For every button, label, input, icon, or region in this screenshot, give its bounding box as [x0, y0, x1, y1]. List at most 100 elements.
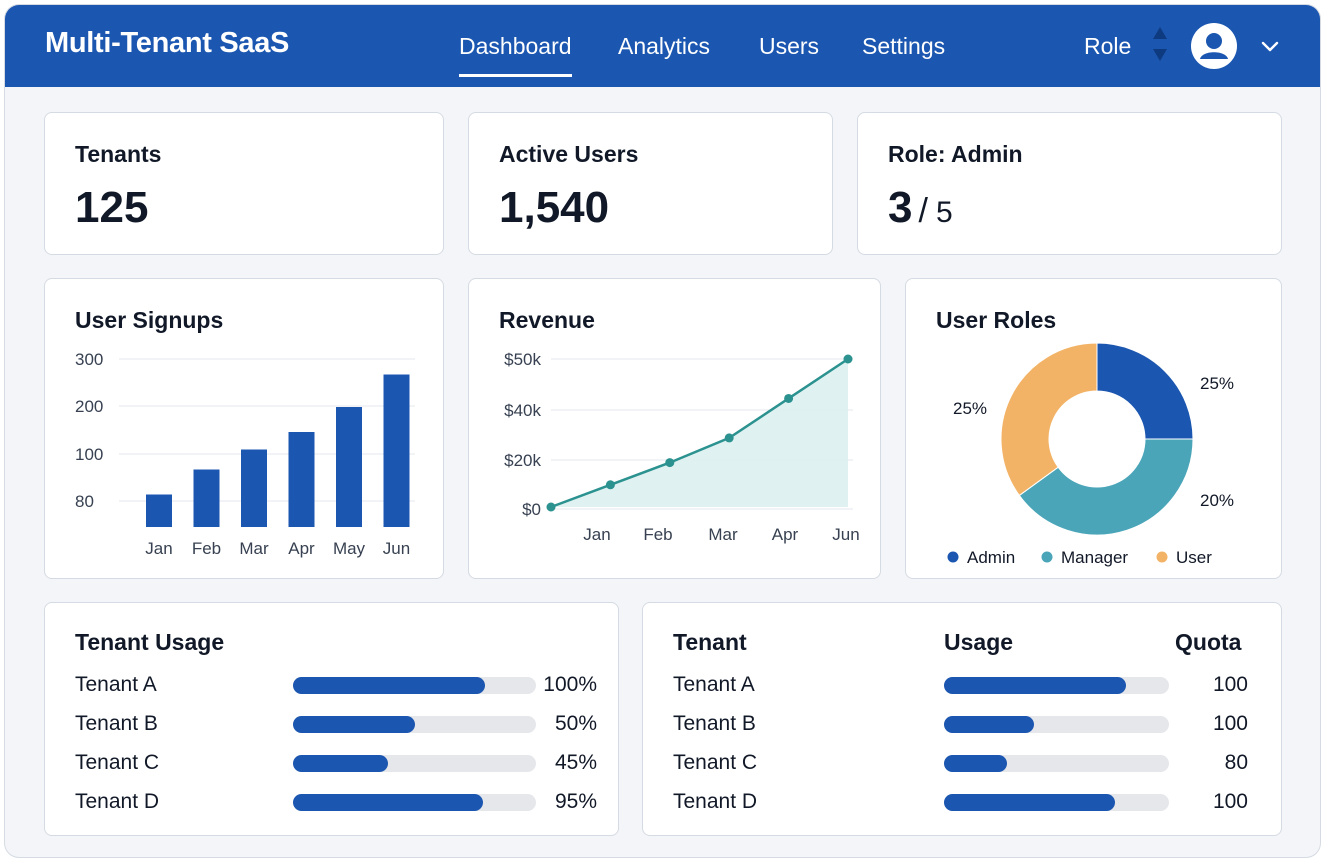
pie-slice-label: 25%	[953, 399, 987, 418]
legend-label: Admin	[967, 548, 1015, 567]
revenue-point	[843, 354, 853, 364]
y-tick-label: 300	[75, 350, 103, 369]
table-header-quota: Quota	[1175, 629, 1242, 655]
x-tick-label: Feb	[192, 539, 221, 558]
table-row: Tenant A 100	[643, 673, 1281, 703]
table-cell-usage-bar	[944, 716, 1169, 733]
tenant-usage-progress	[293, 755, 536, 772]
user-roles-card: User Roles 25% 20% 25% Admin Manager User	[905, 278, 1282, 579]
chevron-down-icon	[1261, 41, 1279, 52]
pie-slice-admin	[1096, 342, 1194, 440]
role-stat-separator: /	[918, 192, 928, 230]
user-signups-card: User Signups 300 200 100 80 Jan Feb Mar Apr May J…	[44, 278, 444, 579]
role-stat-label: Role: Admin	[888, 141, 1023, 167]
role-label: Role	[1084, 33, 1132, 59]
y-tick-label: $40k	[504, 401, 541, 420]
tenant-usage-progress-fill	[293, 677, 485, 694]
x-tick-label: May	[333, 539, 366, 558]
nav-settings[interactable]: Settings	[862, 33, 946, 59]
x-tick-label: Jan	[583, 525, 610, 544]
active-users-stat-card: Active Users 1,540	[468, 112, 833, 255]
usage-bar-fill	[944, 716, 1034, 733]
revenue-point	[724, 433, 734, 443]
tenants-stat-value: 125	[75, 183, 149, 232]
tenant-usage-progress-fill	[293, 755, 388, 772]
x-tick-label: Apr	[772, 525, 799, 544]
pie-slice-label: 25%	[1200, 374, 1234, 393]
tenant-usage-percent: 95%	[554, 790, 597, 813]
active-users-stat-value: 1,540	[499, 183, 610, 232]
revenue-point	[605, 480, 615, 490]
revenue-chart: $50k $40k $20k $0 Jan Feb Mar Apr Jun	[504, 350, 860, 544]
signups-bar	[383, 374, 410, 527]
nav-analytics[interactable]: Analytics	[618, 33, 711, 59]
role-stat-value: 3	[888, 183, 913, 232]
nav-users[interactable]: Users	[759, 33, 820, 59]
table-cell-usage-bar	[944, 794, 1169, 811]
table-header-tenant: Tenant	[673, 629, 747, 655]
signups-bar	[241, 449, 267, 527]
user-avatar-button[interactable]	[1191, 23, 1237, 69]
tenant-usage-progress-fill	[293, 716, 415, 733]
revenue-point	[546, 502, 556, 512]
table-cell-tenant: Tenant B	[673, 712, 756, 735]
revenue-card: Revenue $50k $40k $20k $0 Jan Feb Mar Apr Jun	[468, 278, 881, 579]
x-tick-label: Feb	[643, 525, 672, 544]
tenant-usage-progress	[293, 716, 536, 733]
usage-bar-fill	[944, 794, 1115, 811]
tenant-usage-name: Tenant A	[75, 673, 157, 696]
legend-swatch	[1156, 551, 1168, 563]
tenant-usage-card: Tenant Usage Tenant A 100% Tenant B 50% Tena…	[44, 602, 619, 836]
tenant-usage-name: Tenant D	[75, 790, 160, 813]
role-stepper[interactable]	[1152, 25, 1168, 63]
role-stat-card: Role: Admin 3/5	[857, 112, 1282, 255]
tenants-stat-label: Tenants	[75, 141, 162, 167]
table-cell-quota: 100	[1212, 790, 1248, 813]
legend-swatch	[1041, 551, 1053, 563]
revenue-point	[784, 393, 794, 403]
legend-label: Manager	[1061, 548, 1128, 567]
table-cell-tenant: Tenant A	[673, 673, 755, 696]
tenant-usage-percent: 100%	[543, 673, 597, 696]
table-cell-quota: 100	[1212, 673, 1248, 696]
y-tick-label: 100	[75, 445, 103, 464]
tenant-usage-progress	[293, 794, 536, 811]
table-cell-quota: 100	[1212, 712, 1248, 735]
usage-bar-fill	[944, 677, 1127, 694]
sort-stepper-icon	[1153, 27, 1167, 61]
table-row: Tenant C 80	[643, 751, 1281, 781]
x-tick-label: Apr	[288, 539, 315, 558]
table-cell-tenant: Tenant C	[673, 751, 758, 774]
signups-bar	[146, 494, 172, 527]
revenue-area	[551, 359, 848, 507]
table-cell-quota: 80	[1224, 751, 1248, 774]
table-cell-tenant: Tenant D	[673, 790, 758, 813]
table-row: Tenant D 100	[643, 790, 1281, 820]
tenant-usage-percent: 45%	[554, 751, 597, 774]
user-roles-title: User Roles	[936, 307, 1057, 333]
pie-slice-manager	[1018, 438, 1194, 536]
usage-bar-fill	[944, 755, 1007, 772]
app-title: Multi-Tenant SaaS	[45, 27, 290, 59]
legend-label: User	[1176, 548, 1212, 567]
revenue-title: Revenue	[499, 307, 595, 333]
user-roles-chart: 25% 20% 25% Admin Manager User	[947, 342, 1234, 567]
x-tick-label: Jan	[145, 539, 172, 558]
role-stat-total: 5	[935, 196, 953, 229]
user-avatar-icon	[1200, 33, 1228, 59]
role-stat-value-group: 3/5	[888, 183, 953, 233]
tenant-usage-name: Tenant C	[75, 751, 160, 774]
tenant-usage-title: Tenant Usage	[75, 629, 225, 655]
signups-bar	[288, 432, 315, 527]
table-row: Tenant B 100	[643, 712, 1281, 742]
nav-dashboard[interactable]: Dashboard	[459, 33, 572, 77]
top-navbar: Multi-Tenant SaaS Dashboard Analytics Us…	[5, 5, 1320, 87]
x-tick-label: Mar	[239, 539, 269, 558]
x-tick-label: Jun	[383, 539, 410, 558]
table-cell-usage-bar	[944, 677, 1169, 694]
y-tick-label: $0	[522, 500, 541, 519]
account-menu-toggle[interactable]	[1259, 35, 1281, 57]
y-tick-label: 200	[75, 397, 103, 416]
tenant-quota-table: Tenant Usage Quota Tenant A 100 Tenant B 10…	[642, 602, 1282, 836]
revenue-line	[550, 357, 849, 509]
